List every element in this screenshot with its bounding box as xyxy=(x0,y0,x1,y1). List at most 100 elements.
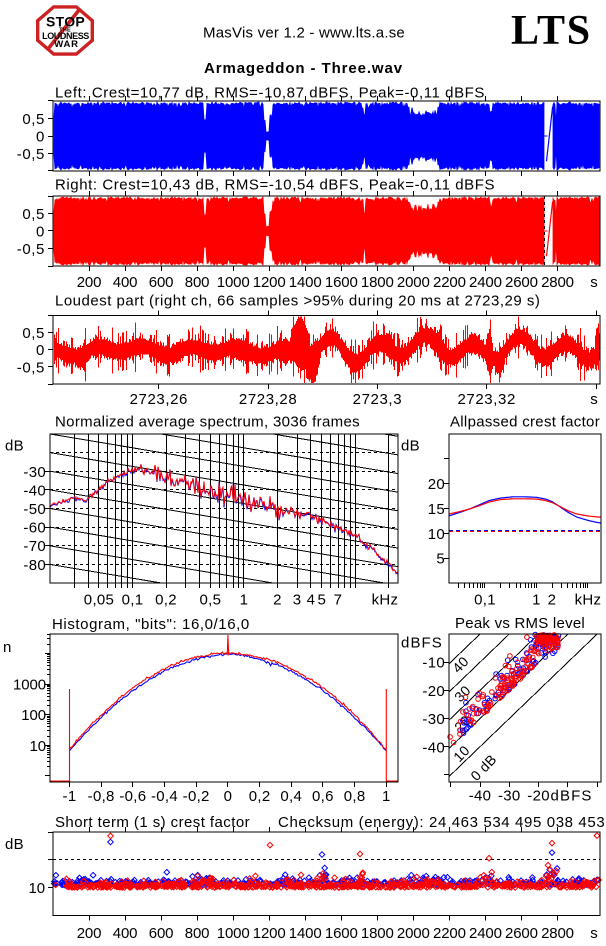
svg-text:-0,5: -0,5 xyxy=(17,146,45,163)
svg-text:0: 0 xyxy=(36,224,45,241)
svg-text:Loudest part (right ch, 66 sam: Loudest part (right ch, 66 samples >95% … xyxy=(55,293,540,310)
svg-text:0,2: 0,2 xyxy=(155,592,177,609)
svg-text:-80: -80 xyxy=(23,557,46,574)
svg-text:2800: 2800 xyxy=(541,274,574,291)
svg-text:0,1: 0,1 xyxy=(122,592,144,609)
svg-text:-40: -40 xyxy=(23,482,46,499)
svg-text:-20: -20 xyxy=(422,683,445,700)
svg-text:2200: 2200 xyxy=(433,925,466,942)
svg-text:Right: Crest=10,43 dB, RMS=-10: Right: Crest=10,43 dB, RMS=-10,54 dBFS, … xyxy=(55,177,495,194)
svg-text:1000: 1000 xyxy=(217,925,250,942)
svg-text:dB: dB xyxy=(401,438,420,455)
svg-text:1600: 1600 xyxy=(325,925,358,942)
svg-text:-40: -40 xyxy=(469,788,492,805)
svg-text:0,05: 0,05 xyxy=(84,592,114,609)
svg-text:Checksum (energy): 24 463 534: Checksum (energy): 24 463 534 495 038 45… xyxy=(278,814,605,831)
svg-text:dB: dB xyxy=(5,438,24,455)
svg-text:2723,26: 2723,26 xyxy=(130,391,188,408)
svg-text:0,5: 0,5 xyxy=(22,111,45,128)
svg-text:dBFS: dBFS xyxy=(401,635,443,652)
svg-text:Allpassed crest factor: Allpassed crest factor xyxy=(450,414,600,431)
svg-text:400: 400 xyxy=(113,274,138,291)
svg-text:2: 2 xyxy=(273,592,282,609)
svg-text:2723,32: 2723,32 xyxy=(457,391,515,408)
svg-text:-20: -20 xyxy=(527,788,550,805)
svg-text:kHz: kHz xyxy=(575,592,602,609)
svg-text:200: 200 xyxy=(77,274,102,291)
svg-text:2400: 2400 xyxy=(469,925,502,942)
svg-text:2000: 2000 xyxy=(397,274,430,291)
svg-text:MasVis ver 1.2 - www.lts.a.se: MasVis ver 1.2 - www.lts.a.se xyxy=(203,25,405,42)
svg-text:0,2: 0,2 xyxy=(249,788,271,805)
svg-text:LTS: LTS xyxy=(511,8,592,54)
svg-text:s: s xyxy=(590,925,598,942)
svg-text:15: 15 xyxy=(428,501,445,518)
svg-text:2: 2 xyxy=(548,592,557,609)
svg-text:dBFS: dBFS xyxy=(551,788,593,805)
svg-text:1: 1 xyxy=(240,592,249,609)
svg-text:0,4: 0,4 xyxy=(280,788,302,805)
svg-text:STOP: STOP xyxy=(46,14,85,30)
svg-text:-30: -30 xyxy=(498,788,521,805)
svg-text:-0,8: -0,8 xyxy=(88,788,115,805)
svg-text:20: 20 xyxy=(428,476,445,493)
svg-text:2723,28: 2723,28 xyxy=(239,391,297,408)
svg-text:0: 0 xyxy=(36,342,45,359)
svg-text:1400: 1400 xyxy=(289,925,322,942)
svg-text:0,1: 0,1 xyxy=(474,592,496,609)
svg-text:7: 7 xyxy=(334,592,343,609)
svg-text:3: 3 xyxy=(293,592,302,609)
svg-text:1000: 1000 xyxy=(217,274,250,291)
svg-text:-0,5: -0,5 xyxy=(17,241,45,258)
svg-text:-0,4: -0,4 xyxy=(151,788,178,805)
svg-text:1: 1 xyxy=(532,592,541,609)
svg-text:5: 5 xyxy=(317,592,326,609)
svg-text:kHz: kHz xyxy=(372,592,399,609)
svg-text:800: 800 xyxy=(185,925,210,942)
svg-text:-0,5: -0,5 xyxy=(17,359,45,376)
svg-text:0,5: 0,5 xyxy=(200,592,222,609)
svg-text:WAR: WAR xyxy=(54,39,79,50)
svg-text:-0,6: -0,6 xyxy=(119,788,146,805)
svg-text:-10: -10 xyxy=(422,655,445,672)
svg-text:2200: 2200 xyxy=(433,274,466,291)
svg-text:-0,2: -0,2 xyxy=(183,788,210,805)
svg-text:dB: dB xyxy=(5,836,24,853)
svg-text:2400: 2400 xyxy=(469,274,502,291)
svg-text:800: 800 xyxy=(185,274,210,291)
svg-text:s: s xyxy=(590,391,598,408)
svg-text:2000: 2000 xyxy=(397,925,430,942)
svg-text:0,5: 0,5 xyxy=(22,206,45,223)
svg-text:-30: -30 xyxy=(23,464,46,481)
svg-text:1800: 1800 xyxy=(361,925,394,942)
svg-text:Short term (1 s) crest factor: Short term (1 s) crest factor xyxy=(55,814,250,831)
svg-text:600: 600 xyxy=(149,925,174,942)
svg-text:10: 10 xyxy=(29,880,46,897)
svg-text:Peak vs RMS level: Peak vs RMS level xyxy=(455,615,585,632)
svg-text:2600: 2600 xyxy=(505,274,538,291)
svg-text:Left: Crest=10,77 dB, RMS=-10,: Left: Crest=10,77 dB, RMS=-10,87 dBFS, P… xyxy=(55,85,485,102)
svg-text:4: 4 xyxy=(307,592,316,609)
svg-text:n: n xyxy=(3,639,12,656)
svg-text:1200: 1200 xyxy=(253,274,286,291)
svg-text:5: 5 xyxy=(436,551,445,568)
svg-text:0,5: 0,5 xyxy=(22,325,45,342)
svg-text:-30: -30 xyxy=(422,711,445,728)
svg-text:-50: -50 xyxy=(23,501,46,518)
svg-text:2800: 2800 xyxy=(541,925,574,942)
svg-text:2600: 2600 xyxy=(505,925,538,942)
svg-text:Normalized average spectrum, 3: Normalized average spectrum, 3036 frames xyxy=(55,414,360,431)
svg-text:100: 100 xyxy=(21,707,46,724)
svg-text:Armageddon - Three.wav: Armageddon - Three.wav xyxy=(204,60,403,77)
svg-text:-1: -1 xyxy=(63,788,77,805)
svg-text:0: 0 xyxy=(36,129,45,146)
svg-text:0: 0 xyxy=(224,788,233,805)
svg-text:600: 600 xyxy=(149,274,174,291)
svg-text:1: 1 xyxy=(382,788,391,805)
svg-text:s: s xyxy=(590,274,598,291)
svg-text:2723,3: 2723,3 xyxy=(353,391,402,408)
svg-text:1600: 1600 xyxy=(325,274,358,291)
svg-text:THE: THE xyxy=(59,28,71,34)
svg-text:0,8: 0,8 xyxy=(344,788,366,805)
svg-text:400: 400 xyxy=(113,925,138,942)
